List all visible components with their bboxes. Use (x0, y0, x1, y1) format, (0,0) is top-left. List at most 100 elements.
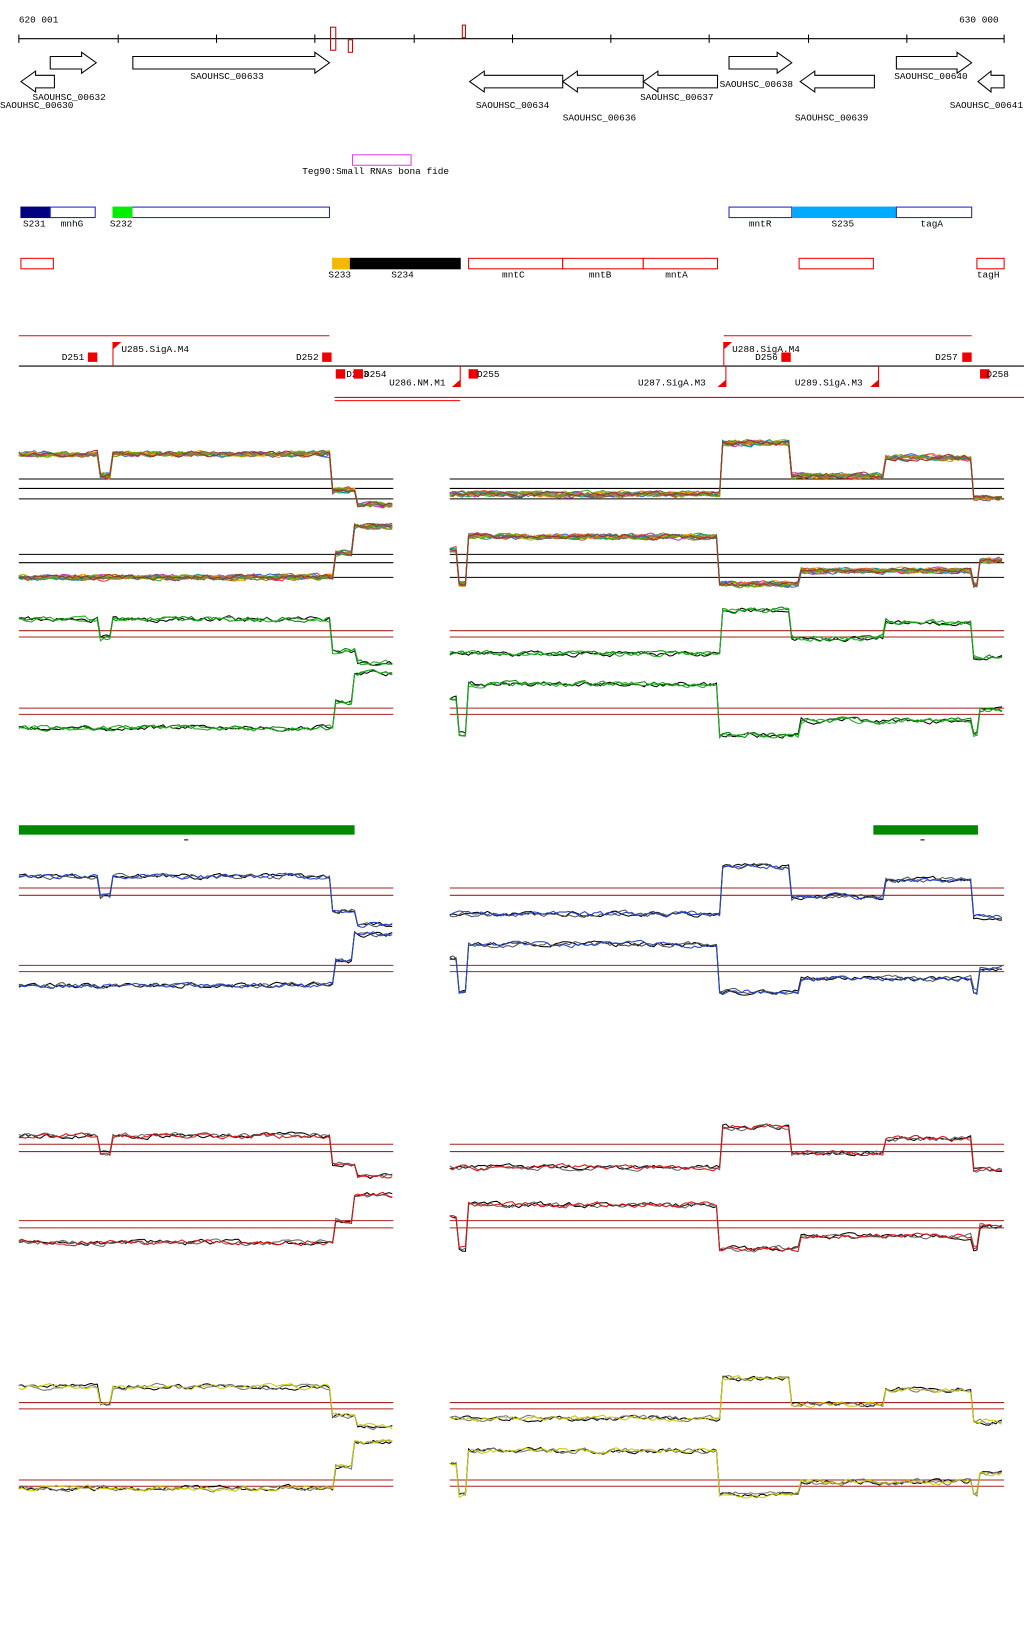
segment-label: S231 (23, 218, 46, 229)
expression-trace (449, 438, 1003, 500)
expression-trace (449, 440, 1003, 501)
promoter-label: U289.SigA.M3 (795, 377, 863, 388)
segment (20, 206, 51, 219)
promoter-label: D256 (755, 352, 778, 363)
expression-trace (449, 533, 1003, 587)
expression-trace (449, 439, 1003, 501)
promoter-flag (451, 379, 461, 387)
gene-arrow (799, 70, 875, 94)
region-bar (873, 825, 978, 835)
expression-trace (449, 533, 1003, 589)
promoter-label: D258 (986, 369, 1009, 380)
segment (792, 206, 897, 219)
expression-trace (18, 450, 393, 507)
gene-arrow (977, 70, 1005, 94)
expression-trace (449, 1375, 1003, 1425)
segment (112, 206, 133, 219)
segment (20, 257, 54, 270)
expression-trace (449, 439, 1003, 500)
ruler-end: 630 000 (959, 14, 999, 25)
segment (49, 206, 96, 219)
segment-label: tagH (977, 270, 1000, 281)
gene-label: SAOUHSC_00640 (894, 71, 968, 82)
expression-trace (18, 450, 393, 509)
segment-label: mntC (502, 270, 525, 281)
feature-mark (330, 26, 337, 51)
expression-trace (449, 533, 1003, 587)
promoter-label: D251 (62, 352, 85, 363)
feature-mark (461, 24, 466, 39)
expression-trace (449, 532, 1003, 588)
expression-trace (449, 1200, 1003, 1252)
promoter-flag (717, 379, 726, 387)
expression-trace (18, 615, 393, 667)
expression-trace (18, 931, 393, 989)
srna-box (351, 154, 412, 166)
segment (895, 206, 973, 219)
srna-label: Teg90:Small RNAs bona fide (302, 166, 449, 177)
expression-trace (449, 1447, 1003, 1497)
expression-trace (449, 1446, 1003, 1498)
expression-trace (18, 522, 393, 582)
expression-trace (449, 679, 1003, 739)
segment-label: S235 (832, 218, 855, 229)
expression-trace (449, 606, 1003, 661)
promoter-box (87, 352, 98, 362)
expression-trace (18, 1382, 393, 1431)
segment-label: S234 (391, 270, 414, 281)
expression-trace (449, 1201, 1003, 1253)
expression-trace (449, 441, 1003, 501)
expression-trace (18, 931, 393, 989)
expression-trace (449, 439, 1003, 499)
segment-label: S232 (110, 218, 133, 229)
gene-label: SAOUHSC_00632 (32, 92, 105, 103)
expression-trace (18, 669, 393, 732)
expression-trace (449, 1123, 1003, 1172)
expression-trace (18, 1191, 393, 1247)
promoter-box (980, 369, 990, 379)
segment-label: tagA (920, 218, 943, 229)
expression-trace (18, 669, 393, 732)
feature-mark (347, 39, 354, 53)
promoter-box (335, 369, 346, 379)
promoter-box (962, 352, 972, 362)
promoter-flag (112, 342, 122, 350)
expression-trace (18, 1132, 393, 1179)
gene-label: SAOUHSC_00634 (476, 100, 550, 111)
expression-trace (449, 940, 1003, 995)
gene-arrow (49, 51, 98, 75)
expression-trace (18, 1438, 393, 1492)
segment-label: mnhG (61, 218, 84, 229)
expression-trace (449, 1123, 1003, 1172)
expression-trace (449, 679, 1003, 739)
expression-trace (449, 532, 1003, 589)
gene-label: SAOUHSC_00636 (563, 113, 637, 124)
segment (642, 257, 719, 270)
expression-trace (449, 533, 1003, 587)
gene-label: SAOUHSC_00633 (190, 71, 264, 82)
segment-label: mntB (589, 270, 612, 281)
expression-trace (449, 607, 1003, 661)
gene-arrow (728, 51, 793, 75)
expression-trace (18, 872, 393, 927)
ruler-start: 620 001 (19, 14, 59, 25)
segment (562, 257, 644, 270)
expression-trace (449, 681, 1003, 739)
segment (349, 257, 461, 270)
promoter-label: D252 (296, 352, 319, 363)
expression-trace (18, 449, 393, 508)
segment (332, 257, 351, 270)
promoter-box (468, 369, 479, 379)
expression-trace (449, 1447, 1003, 1499)
segment (728, 206, 793, 219)
segment-label: mntR (749, 218, 772, 229)
promoter-flag (870, 379, 879, 387)
gene-label: SAOUHSC_00638 (720, 79, 794, 90)
expression-trace (449, 532, 1003, 588)
expression-trace (449, 439, 1003, 500)
gene-arrow (895, 51, 973, 75)
expression-trace (449, 532, 1003, 588)
gene-arrow (20, 70, 55, 94)
expression-trace (449, 439, 1003, 501)
